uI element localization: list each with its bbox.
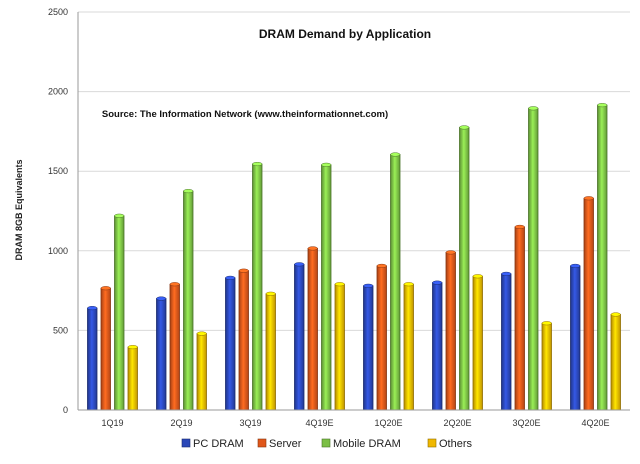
gridlines — [78, 11, 630, 331]
bar-others-4q19e — [334, 283, 345, 411]
y-tick-label: 2000 — [48, 87, 68, 97]
y-tick-label: 2500 — [48, 7, 68, 17]
bar-others-3q20e — [541, 322, 552, 411]
y-tick-label: 500 — [53, 325, 68, 335]
legend-swatch — [257, 438, 267, 448]
bar-cap — [114, 213, 125, 218]
bar-cap — [459, 125, 470, 130]
bar-cap — [238, 268, 249, 273]
legend-swatch — [181, 438, 191, 448]
bar-cap — [472, 274, 483, 279]
bar-cap — [597, 103, 608, 108]
bar-pc-dram-3q20e — [501, 273, 512, 411]
legend-swatch — [427, 438, 437, 448]
bar-server-4q20e — [583, 197, 594, 411]
bar-cap — [265, 291, 276, 296]
bar-others-4q20e — [610, 314, 621, 411]
legend-label: Mobile DRAM — [333, 438, 401, 450]
x-tick-label: 3Q19 — [239, 418, 261, 428]
bar-cap — [390, 152, 401, 157]
bar-others-2q20e — [472, 275, 483, 411]
x-tick-label: 3Q20E — [512, 418, 540, 428]
bar-cap — [183, 189, 194, 194]
y-tick-label: 0 — [63, 405, 68, 415]
bar-cap — [541, 321, 552, 326]
legend: PC DRAM Server Mobile DRAM Others — [181, 438, 473, 450]
bar-server-1q19 — [100, 287, 111, 411]
bar-cap — [514, 224, 525, 229]
bar-cap — [169, 282, 180, 287]
x-tick-label: 1Q19 — [101, 418, 123, 428]
bar-cap — [100, 286, 111, 291]
y-tick-label: 1000 — [48, 246, 68, 256]
bar-mobile-dram-4q19e — [321, 164, 332, 411]
x-tick-label: 2Q20E — [443, 418, 471, 428]
bar-cap — [570, 263, 581, 268]
bars — [87, 103, 621, 411]
bar-others-1q19 — [127, 346, 138, 411]
legend-item-pc-dram: PC DRAM — [181, 438, 244, 450]
legend-label: Server — [269, 438, 302, 450]
bar-cap — [252, 161, 263, 167]
bar-server-4q19e — [307, 248, 318, 411]
bar-cap — [583, 196, 594, 201]
bar-mobile-dram-1q19 — [114, 215, 125, 411]
bar-cap — [528, 106, 539, 111]
x-tick-label: 1Q20E — [374, 418, 402, 428]
legend-swatch — [321, 438, 331, 448]
bar-pc-dram-3q19 — [225, 277, 236, 411]
y-axis-label: DRAM 8GB Equivalents — [14, 159, 24, 260]
bar-others-2q19 — [196, 333, 207, 411]
bar-others-3q19 — [265, 293, 276, 411]
legend-label: PC DRAM — [193, 438, 244, 450]
bar-pc-dram-1q19 — [87, 307, 98, 411]
x-tick-label: 2Q19 — [170, 418, 192, 428]
x-tick-label: 4Q20E — [581, 418, 609, 428]
bar-cap — [445, 250, 456, 255]
bar-mobile-dram-2q20e — [459, 127, 470, 411]
y-axis-ticks: 0 500 1000 1500 2000 2500 — [48, 7, 68, 415]
bar-cap — [225, 275, 236, 280]
bar-cap — [127, 345, 138, 350]
bar-cap — [376, 263, 387, 268]
bar-pc-dram-4q20e — [570, 265, 581, 411]
legend-item-mobile-dram: Mobile DRAM — [321, 438, 401, 450]
bar-pc-dram-2q19 — [156, 298, 167, 411]
bar-cap — [403, 282, 414, 287]
x-axis-ticks: 1Q19 2Q19 3Q19 4Q19E 1Q20E 2Q20E 3Q20E 4Q20E — [101, 418, 609, 428]
legend-item-server: Server — [257, 438, 302, 450]
bar-cap — [432, 280, 443, 285]
bar-mobile-dram-1q20e — [390, 154, 401, 411]
y-tick-label: 1500 — [48, 166, 68, 176]
bar-cap — [156, 296, 167, 301]
bar-server-1q20e — [376, 265, 387, 411]
bar-mobile-dram-3q20e — [528, 107, 539, 411]
chart-title: DRAM Demand by Application — [259, 27, 431, 41]
bar-pc-dram-1q20e — [363, 285, 374, 411]
bar-cap — [307, 246, 318, 251]
bar-mobile-dram-3q19 — [252, 163, 263, 411]
x-tick-label: 4Q19E — [305, 418, 333, 428]
legend-item-others: Others — [427, 438, 473, 450]
bar-cap — [87, 306, 98, 311]
bar-cap — [334, 282, 345, 287]
bar-server-2q20e — [445, 251, 456, 411]
bar-cap — [501, 271, 512, 276]
bar-server-3q19 — [238, 270, 249, 411]
bar-cap — [196, 331, 207, 336]
bar-cap — [363, 283, 374, 288]
bar-cap — [610, 312, 621, 317]
bar-mobile-dram-2q19 — [183, 190, 194, 411]
bar-others-1q20e — [403, 283, 414, 411]
legend-label: Others — [439, 438, 473, 450]
bar-pc-dram-2q20e — [432, 282, 443, 411]
bar-server-3q20e — [514, 226, 525, 411]
bar-mobile-dram-4q20e — [597, 104, 608, 411]
chart-source-annotation: Source: The Information Network (www.the… — [102, 109, 388, 120]
bar-pc-dram-4q19e — [294, 263, 305, 411]
bar-cap — [294, 262, 305, 267]
bar-server-2q19 — [169, 283, 180, 411]
bar-cap — [321, 162, 332, 167]
